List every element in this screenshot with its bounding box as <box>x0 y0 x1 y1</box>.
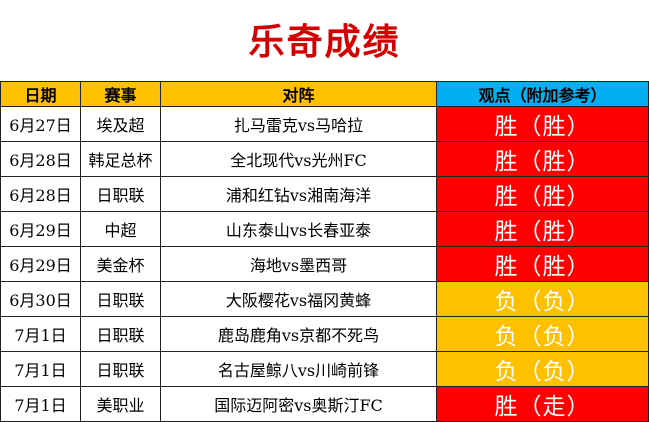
match-cell: 名古屋鲸八vs川崎前锋 <box>160 351 437 387</box>
page-title: 乐奇成绩 <box>248 21 401 63</box>
header-date: 日期 <box>0 81 81 107</box>
view-cell: 负（负） <box>436 351 649 387</box>
event-cell: 日职联 <box>80 176 161 212</box>
date-cell: 6月27日 <box>0 106 81 142</box>
match-cell: 山东泰山vs长春亚泰 <box>160 211 437 247</box>
view-cell: 胜（走） <box>436 386 649 422</box>
view-cell: 胜（胜） <box>436 141 649 177</box>
event-cell: 日职联 <box>80 316 161 352</box>
match-cell: 大阪樱花vs福冈黄蜂 <box>160 281 437 317</box>
event-cell: 中超 <box>80 211 161 247</box>
match-cell: 全北现代vs光州FC <box>160 141 437 177</box>
header-row: 日期 赛事 对阵 观点（附加参考） <box>0 81 649 107</box>
event-cell: 日职联 <box>80 281 161 317</box>
date-cell: 6月29日 <box>0 246 81 282</box>
table-row: 7月1日 日职联 名古屋鲸八vs川崎前锋 负（负） <box>0 351 649 387</box>
table-row: 6月29日 美金杯 海地vs墨西哥 胜（胜） <box>0 246 649 282</box>
view-cell: 胜（胜） <box>436 106 649 142</box>
date-cell: 7月1日 <box>0 316 81 352</box>
results-table: 日期 赛事 对阵 观点（附加参考） 6月27日 埃及超 扎马雷克vs马哈拉 胜（… <box>0 81 649 422</box>
table-row: 7月1日 美职业 国际迈阿密vs奥斯汀FC 胜（走） <box>0 386 649 422</box>
date-cell: 6月29日 <box>0 211 81 247</box>
header-match: 对阵 <box>160 81 437 107</box>
event-cell: 美职业 <box>80 386 161 422</box>
header-view: 观点（附加参考） <box>436 81 649 107</box>
match-cell: 海地vs墨西哥 <box>160 246 437 282</box>
view-cell: 胜（胜） <box>436 176 649 212</box>
date-cell: 6月28日 <box>0 176 81 212</box>
table-row: 6月29日 中超 山东泰山vs长春亚泰 胜（胜） <box>0 211 649 247</box>
date-cell: 7月1日 <box>0 386 81 422</box>
table-row: 7月1日 日职联 鹿岛鹿角vs京都不死鸟 负（负） <box>0 316 649 352</box>
table-row: 6月30日 日职联 大阪樱花vs福冈黄蜂 负（负） <box>0 281 649 317</box>
view-cell: 负（负） <box>436 281 649 317</box>
header-event: 赛事 <box>80 81 161 107</box>
view-cell: 胜（胜） <box>436 246 649 282</box>
date-cell: 7月1日 <box>0 351 81 387</box>
event-cell: 韩足总杯 <box>80 141 161 177</box>
match-cell: 浦和红钻vs湘南海洋 <box>160 176 437 212</box>
date-cell: 6月30日 <box>0 281 81 317</box>
view-cell: 胜（胜） <box>436 211 649 247</box>
date-cell: 6月28日 <box>0 141 81 177</box>
event-cell: 埃及超 <box>80 106 161 142</box>
table-row: 6月27日 埃及超 扎马雷克vs马哈拉 胜（胜） <box>0 106 649 142</box>
event-cell: 日职联 <box>80 351 161 387</box>
results-body: 6月27日 埃及超 扎马雷克vs马哈拉 胜（胜） 6月28日 韩足总杯 全北现代… <box>0 106 649 422</box>
table-row: 6月28日 日职联 浦和红钻vs湘南海洋 胜（胜） <box>0 176 649 212</box>
view-cell: 负（负） <box>436 316 649 352</box>
match-cell: 国际迈阿密vs奥斯汀FC <box>160 386 437 422</box>
match-cell: 鹿岛鹿角vs京都不死鸟 <box>160 316 437 352</box>
event-cell: 美金杯 <box>80 246 161 282</box>
match-cell: 扎马雷克vs马哈拉 <box>160 106 437 142</box>
table-row: 6月28日 韩足总杯 全北现代vs光州FC 胜（胜） <box>0 141 649 177</box>
